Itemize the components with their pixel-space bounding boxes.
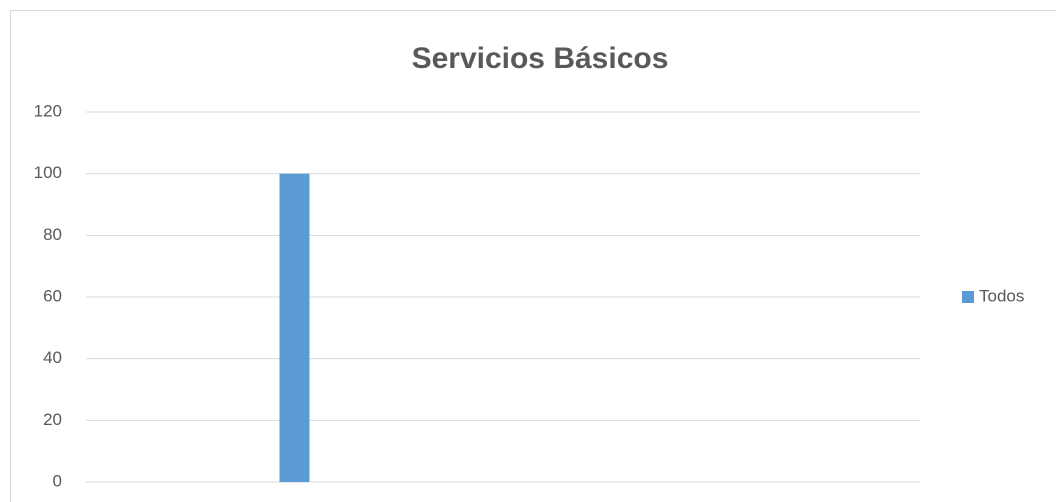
chart-title: Servicios Básicos — [412, 42, 669, 75]
y-tick-label: 0 — [53, 471, 62, 490]
y-tick-label: 100 — [34, 163, 62, 182]
y-tick-label: 120 — [34, 101, 62, 120]
y-tick-label: 20 — [43, 410, 62, 429]
y-tick-label: 60 — [43, 286, 62, 305]
bar — [279, 173, 310, 482]
legend-swatch — [962, 291, 974, 303]
chart-border — [10, 10, 1056, 502]
y-tick-label: 40 — [43, 348, 62, 367]
y-tick-label: 80 — [43, 225, 62, 244]
legend-label: Todos — [979, 286, 1024, 305]
